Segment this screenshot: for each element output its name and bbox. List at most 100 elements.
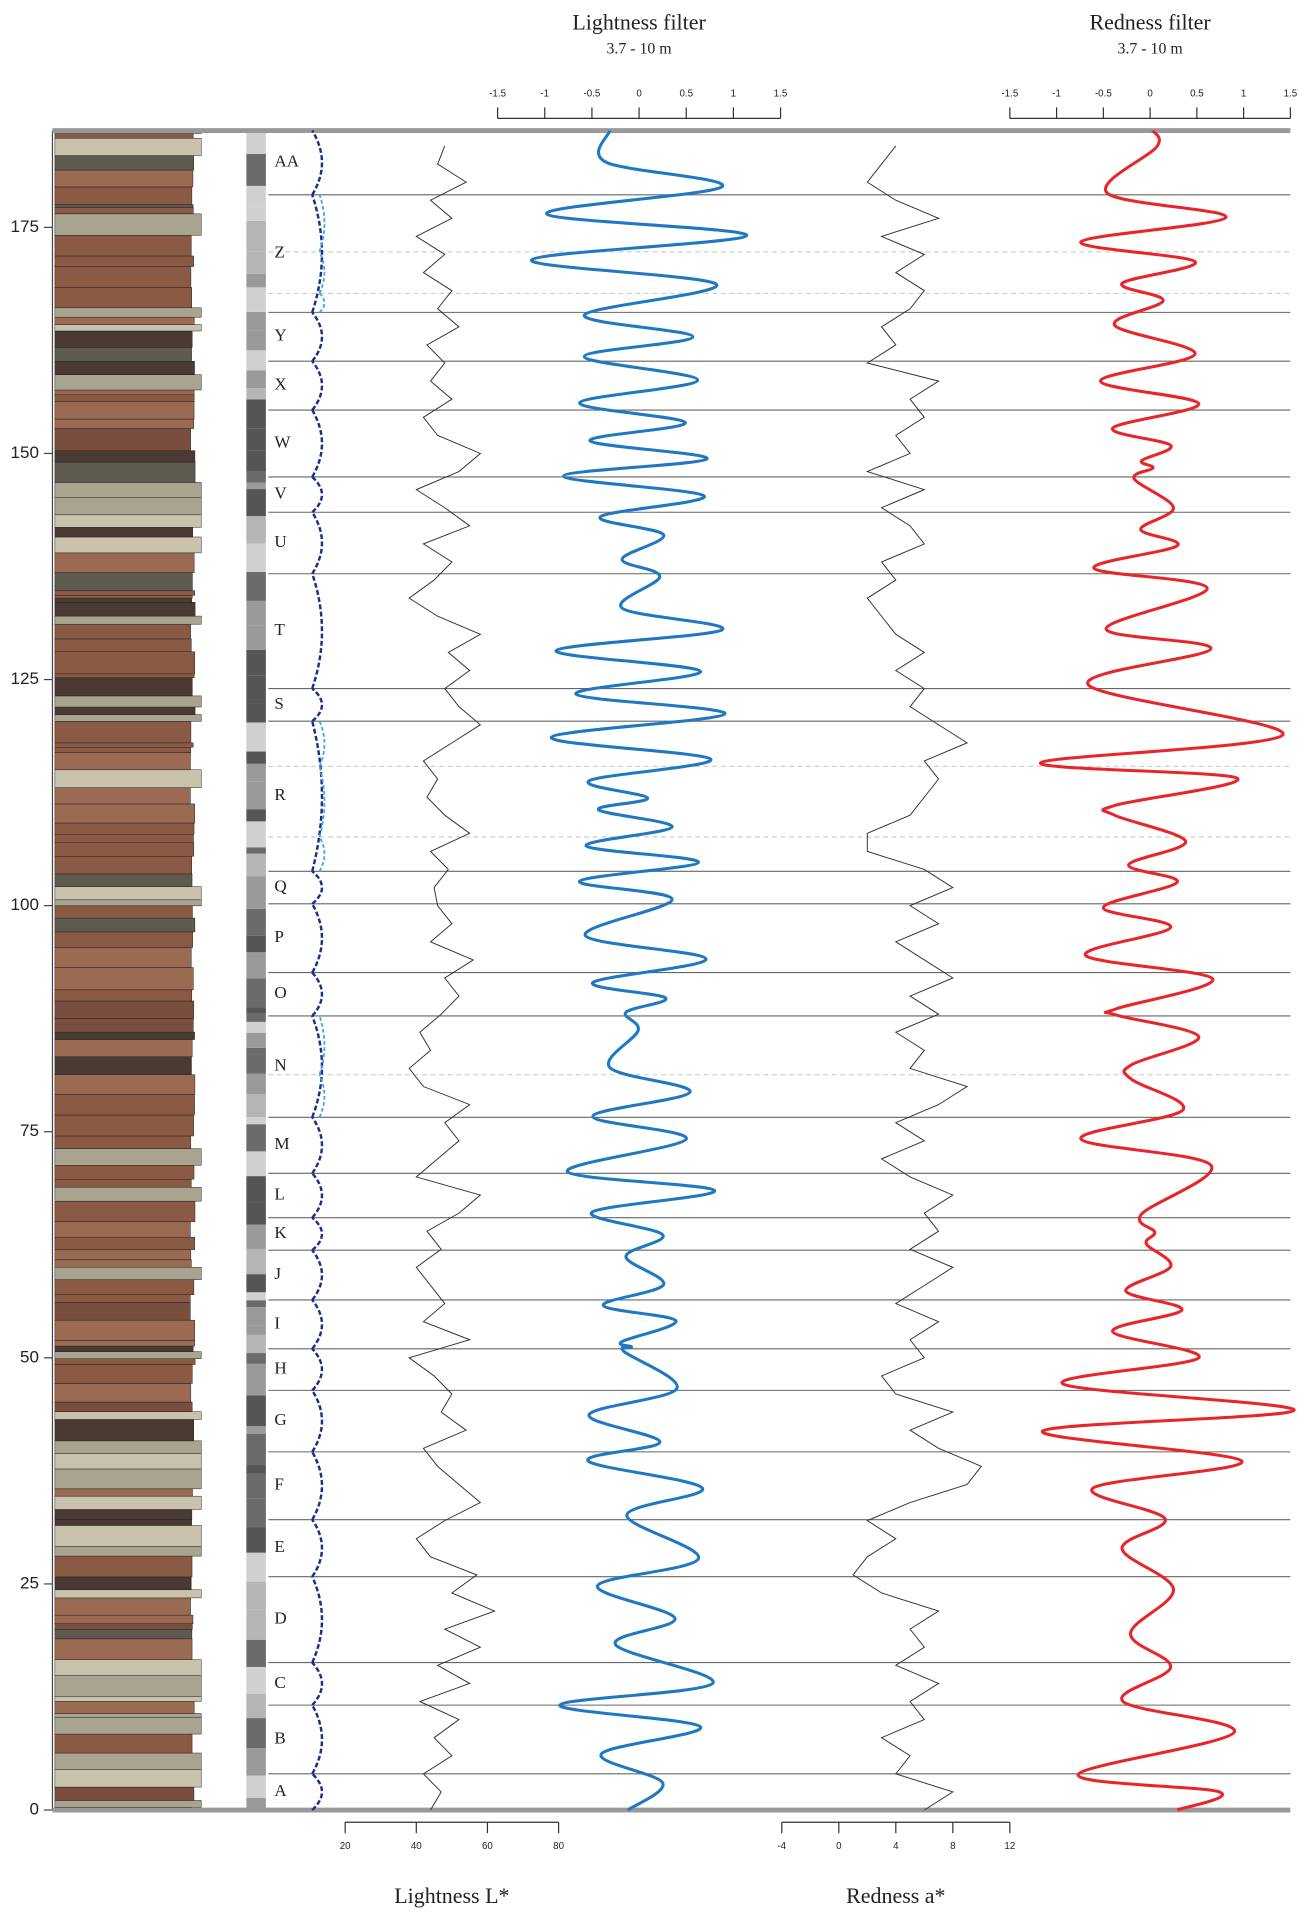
cycle-label: G bbox=[274, 1410, 286, 1429]
grey-bed bbox=[246, 1748, 266, 1775]
lithology-bed bbox=[55, 288, 192, 308]
grey-bed bbox=[246, 1274, 266, 1292]
lithology-bed bbox=[55, 1598, 191, 1615]
grey-bed bbox=[246, 350, 266, 370]
lithology-bed bbox=[55, 1547, 201, 1557]
cycle-label: F bbox=[274, 1475, 284, 1494]
x-tick-label: -0.5 bbox=[1095, 89, 1112, 100]
lithology-bed bbox=[55, 1267, 201, 1279]
grey-bed bbox=[246, 1048, 266, 1055]
lithology-bed bbox=[55, 1629, 192, 1638]
cycle-label: AA bbox=[274, 152, 299, 171]
lithology-bed bbox=[55, 598, 192, 602]
lithology-bed bbox=[55, 1384, 191, 1403]
lithology-bed bbox=[55, 707, 195, 715]
grey-bed bbox=[246, 936, 266, 952]
lithology-bed bbox=[55, 537, 201, 553]
y-tick-label: 0 bbox=[30, 1800, 40, 1819]
grey-bed bbox=[246, 287, 266, 312]
lithology-bed bbox=[55, 451, 195, 462]
lithology-bed bbox=[55, 308, 201, 317]
lithology-bed bbox=[55, 834, 194, 843]
grey-bed bbox=[246, 809, 266, 821]
cycle-label: H bbox=[274, 1359, 286, 1378]
lithology-bed bbox=[55, 887, 201, 900]
lithology-bed bbox=[55, 1519, 192, 1525]
grey-bed bbox=[246, 428, 266, 450]
lithology-bed bbox=[55, 624, 191, 639]
cycle-label: C bbox=[274, 1673, 285, 1692]
grey-bed bbox=[246, 1307, 266, 1325]
lithology-bed bbox=[55, 743, 193, 747]
lithology-bed bbox=[55, 1057, 192, 1075]
lithology-bed bbox=[55, 843, 194, 856]
lithology-bed bbox=[55, 1787, 194, 1800]
lithology-bed bbox=[55, 256, 194, 267]
grey-bed bbox=[246, 722, 266, 751]
y-tick-label: 175 bbox=[11, 217, 39, 236]
grey-bed bbox=[246, 572, 266, 601]
lithology-bed bbox=[55, 1753, 201, 1769]
lithology-bed bbox=[55, 1624, 192, 1630]
lithology-bed bbox=[55, 1346, 193, 1352]
lithology-bed bbox=[55, 947, 191, 967]
x-axis-label: Lightness L* bbox=[394, 1883, 509, 1908]
lithology-bed bbox=[55, 1018, 193, 1032]
grey-bed bbox=[246, 1353, 266, 1364]
lithology-bed bbox=[55, 553, 194, 573]
grey-bed bbox=[246, 1094, 266, 1117]
x-tick-label: -1.5 bbox=[489, 89, 506, 100]
lithology-bed bbox=[55, 515, 201, 528]
lithology-bed bbox=[55, 1496, 201, 1509]
lithology-bed bbox=[55, 361, 195, 374]
grey-bed bbox=[246, 331, 266, 350]
lithology-bed bbox=[55, 1095, 195, 1115]
grey-bed bbox=[246, 1528, 266, 1553]
lithology-bed bbox=[55, 1352, 201, 1359]
lithology-bed bbox=[55, 1696, 201, 1701]
lithology-bed bbox=[55, 678, 192, 696]
lithology-bed bbox=[55, 770, 201, 788]
cycle-label: N bbox=[274, 1056, 286, 1075]
grey-bed bbox=[246, 1033, 266, 1048]
grey-bed bbox=[246, 388, 266, 399]
lithology-bed bbox=[55, 932, 193, 948]
cycle-label: D bbox=[274, 1609, 286, 1628]
grey-bed bbox=[246, 1300, 266, 1307]
grey-bed bbox=[246, 1176, 266, 1202]
grey-bed bbox=[246, 909, 266, 936]
lithology-bed bbox=[55, 429, 191, 451]
lithology-bed bbox=[55, 1577, 191, 1590]
grey-bed bbox=[246, 139, 266, 153]
grey-bed bbox=[246, 1008, 266, 1013]
grey-bed bbox=[246, 821, 266, 847]
x-tick-label: 8 bbox=[950, 1841, 955, 1852]
lithology-bed bbox=[55, 696, 201, 707]
grey-bed bbox=[246, 1465, 266, 1474]
grey-bed bbox=[246, 979, 266, 1008]
grey-bed bbox=[246, 544, 266, 572]
cycle-label: I bbox=[274, 1313, 280, 1332]
lithology-bed bbox=[55, 1149, 201, 1166]
lithology-bed bbox=[55, 788, 191, 804]
lithology-bed bbox=[55, 1165, 194, 1179]
cycle-label: R bbox=[274, 785, 286, 804]
lithology-bed bbox=[55, 906, 193, 918]
grey-bed bbox=[246, 1013, 266, 1022]
grey-bed bbox=[246, 186, 266, 207]
grey-bed bbox=[246, 752, 266, 764]
cycle-label: Y bbox=[274, 326, 286, 345]
grey-bed bbox=[246, 489, 266, 516]
lithology-bed bbox=[55, 1136, 191, 1149]
grey-bed bbox=[246, 252, 266, 274]
lithology-bed bbox=[55, 462, 195, 482]
grey-bed bbox=[246, 782, 266, 809]
grey-bed bbox=[246, 601, 266, 626]
lithology-bed bbox=[55, 267, 191, 288]
lithology-bed bbox=[55, 1675, 201, 1696]
lithology-bed bbox=[55, 1201, 195, 1222]
x-tick-label: 0.5 bbox=[1190, 89, 1204, 100]
lithology-bed bbox=[55, 1769, 201, 1787]
grey-bed bbox=[246, 1074, 266, 1094]
lithology-bed bbox=[55, 214, 201, 236]
